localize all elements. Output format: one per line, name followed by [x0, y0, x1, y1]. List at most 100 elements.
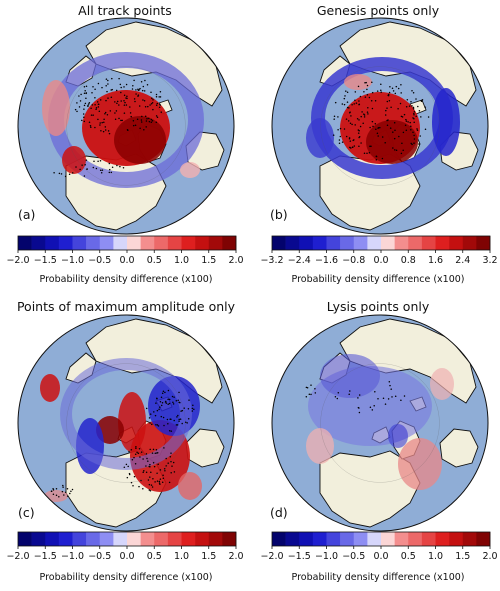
tick-label: −3.2	[260, 255, 283, 266]
significance-dot	[401, 142, 403, 144]
significance-dot	[108, 162, 111, 165]
significance-dot	[394, 149, 396, 151]
colorbar-swatch	[58, 532, 73, 546]
anomaly-patch	[40, 374, 60, 402]
significance-dot	[358, 103, 360, 106]
significance-dot	[343, 97, 346, 100]
significance-dot	[179, 418, 182, 420]
significance-dot	[161, 392, 164, 394]
significance-dot	[357, 132, 360, 134]
significance-dot	[152, 477, 154, 480]
significance-dot	[344, 95, 346, 97]
colorbar-swatch	[381, 532, 395, 546]
significance-dot	[149, 104, 151, 106]
significance-dot	[170, 471, 172, 474]
significance-dot	[149, 448, 151, 451]
significance-dot	[410, 100, 412, 103]
panel-c: Points of maximum amplitude only (c) −2.…	[0, 296, 250, 591]
significance-dot	[176, 416, 178, 418]
significance-dot	[380, 89, 382, 92]
colorbar-swatch	[127, 532, 141, 546]
panel-label: (d)	[270, 505, 288, 520]
significance-dot	[99, 124, 101, 126]
significance-dot	[192, 404, 194, 407]
significance-dot	[134, 453, 137, 455]
significance-dot	[186, 422, 188, 424]
significance-dot	[390, 106, 392, 108]
significance-dot	[305, 396, 308, 398]
map-border	[271, 314, 489, 532]
anomaly-patch	[118, 392, 146, 452]
significance-dot	[96, 101, 99, 103]
significance-dot	[412, 91, 415, 94]
significance-dot	[80, 93, 82, 96]
significance-dot	[123, 104, 126, 106]
significance-dot	[163, 424, 165, 427]
tick-label: −0.5	[342, 551, 365, 562]
tick-label: 1.5	[455, 551, 470, 562]
significance-dot	[161, 481, 164, 484]
significance-dot	[97, 82, 100, 85]
significance-dot	[424, 128, 427, 131]
significance-dot	[164, 391, 166, 394]
anomaly-patch	[344, 74, 372, 90]
significance-dot	[66, 488, 69, 490]
map-content	[42, 21, 225, 231]
colorbar-swatch	[99, 236, 114, 250]
significance-dot	[140, 80, 143, 83]
significance-dot	[160, 111, 163, 113]
significance-dot	[175, 400, 178, 402]
significance-dot	[410, 125, 412, 127]
panel-title: Points of maximum amplitude only	[17, 299, 236, 314]
significance-dot	[351, 146, 354, 148]
colorbar-swatch	[195, 236, 210, 250]
significance-dot	[366, 94, 369, 96]
map-c	[17, 314, 235, 532]
significance-dot	[357, 397, 359, 399]
significance-dot	[160, 404, 163, 407]
significance-dot	[104, 111, 107, 114]
significance-dot	[416, 129, 419, 131]
significance-dot	[333, 115, 336, 118]
colorbar-swatch	[285, 236, 300, 250]
significance-dot	[371, 120, 374, 123]
significance-dot	[148, 120, 151, 123]
tick-label: −1.5	[34, 255, 57, 266]
significance-dot	[154, 414, 157, 417]
significance-dot	[377, 127, 379, 129]
significance-dot	[133, 456, 135, 459]
significance-dot	[413, 118, 415, 120]
significance-dot	[400, 115, 403, 118]
significance-dot	[133, 475, 136, 478]
significance-dot	[111, 77, 113, 80]
tick-label: 0.8	[401, 255, 416, 266]
colorbar-swatch	[394, 532, 409, 546]
significance-dot	[69, 492, 71, 495]
significance-dot	[83, 175, 86, 177]
significance-dot	[357, 85, 360, 88]
significance-dot	[99, 122, 101, 124]
significance-dot	[391, 87, 394, 89]
significance-dot	[150, 471, 152, 474]
significance-dot	[178, 391, 180, 394]
significance-dot	[88, 121, 91, 123]
significance-dot	[358, 394, 361, 396]
significance-dot	[116, 164, 118, 167]
significance-dot	[375, 155, 378, 158]
significance-dot	[397, 107, 399, 110]
significance-dot	[363, 91, 365, 93]
significance-dot	[407, 121, 409, 123]
significance-dot	[125, 463, 128, 466]
significance-dot	[353, 139, 355, 141]
colorbar-swatch	[285, 532, 300, 546]
significance-dot	[97, 103, 100, 105]
significance-dot	[413, 138, 416, 140]
significance-dot	[381, 136, 384, 138]
significance-dot	[393, 137, 396, 140]
map-content	[306, 21, 479, 231]
significance-dot	[153, 411, 155, 413]
significance-dot	[151, 486, 154, 488]
significance-dot	[124, 101, 126, 104]
panel-a: All track points (a) −2.0 −1.5 −1.0 −0.5 0.0…	[0, 0, 250, 295]
tick-label: −0.5	[88, 255, 111, 266]
